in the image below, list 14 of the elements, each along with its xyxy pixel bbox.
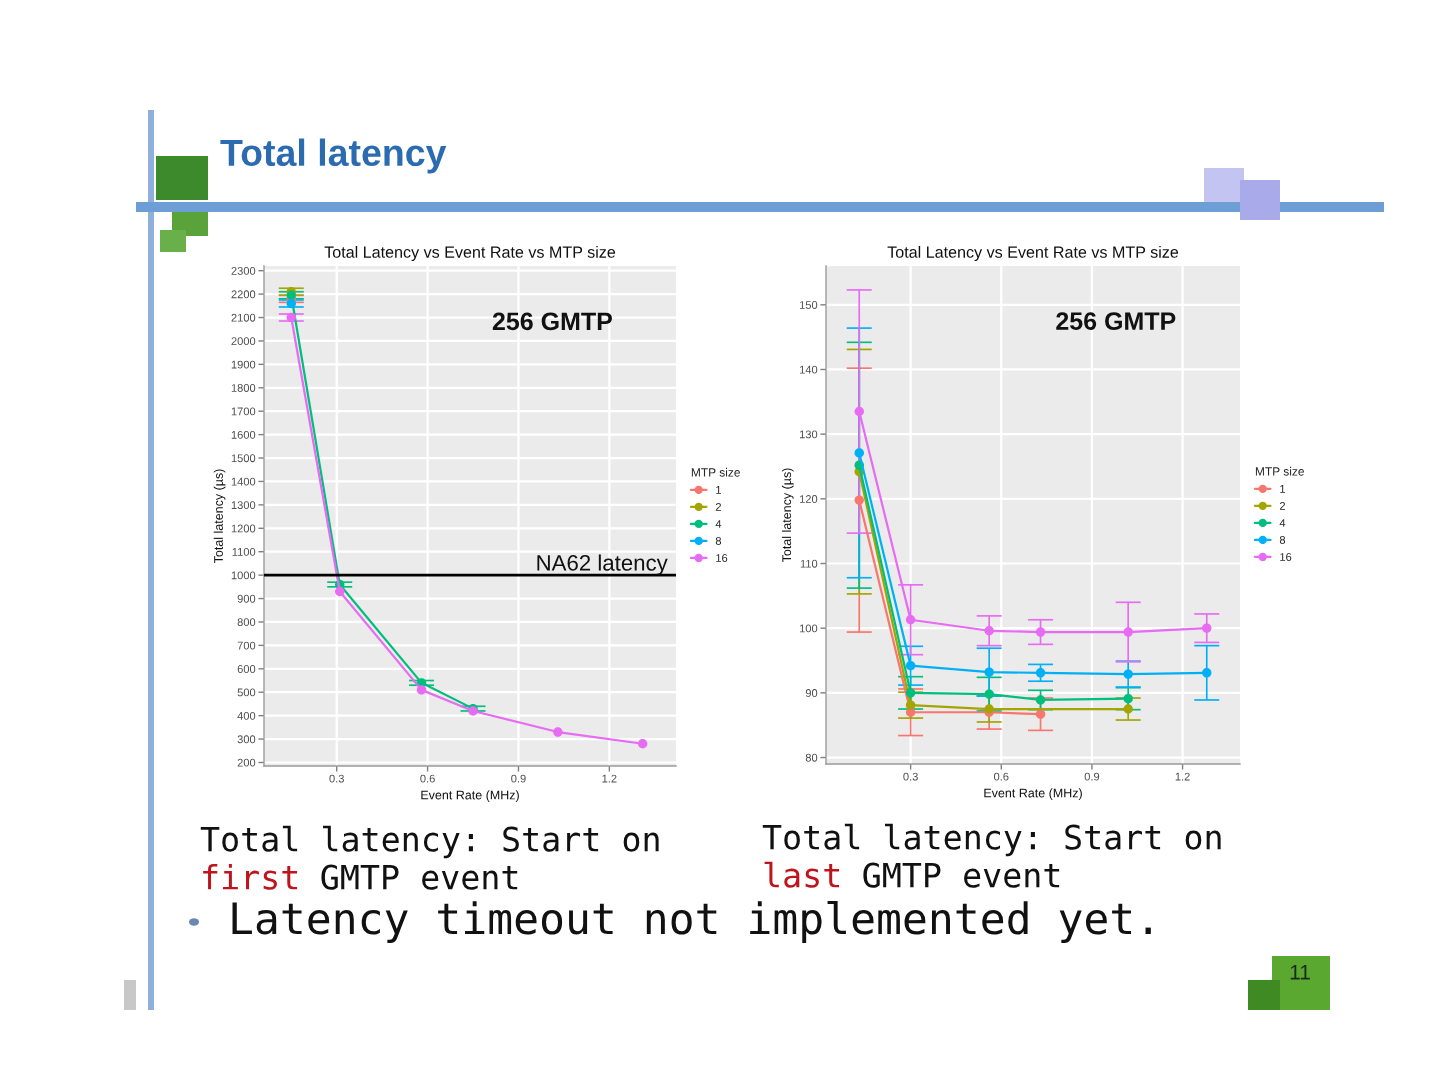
text: 11 [1290, 965, 1310, 980]
ref-line-label: NA62 latency [537, 554, 668, 576]
annotation: 256 GMTP [492, 312, 612, 331]
annotation: 256 GMTP [1056, 312, 1176, 330]
chart-title: Total Latency vs Event Rate vs MTP size [324, 245, 616, 262]
text: Latency timeout not implemented yet. [232, 901, 1151, 943]
chart-title: Total Latency vs Event Rate vs MTP size [887, 245, 1179, 262]
text: last [764, 861, 839, 888]
text: Total latency [220, 138, 447, 174]
text: Total latency: Start on [762, 823, 1221, 857]
text: GMTP event [321, 864, 518, 890]
text: Total latency: Start on [200, 825, 659, 859]
text: GMTP event [863, 862, 1060, 888]
text: first [203, 863, 298, 890]
